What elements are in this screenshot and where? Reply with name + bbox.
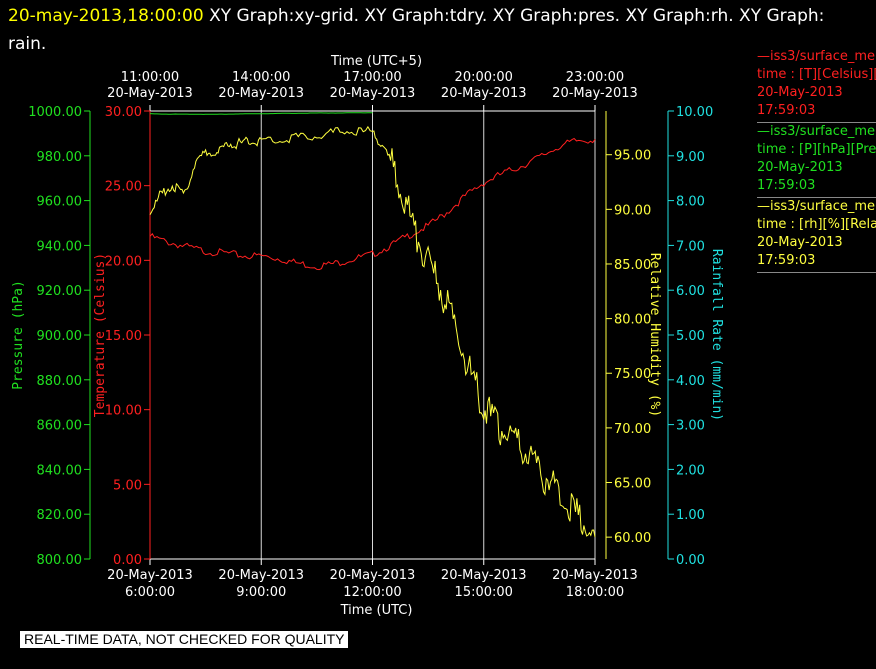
temperature-axis-title: Temperature (Celsius) xyxy=(93,253,108,417)
rain-tick-label: 9.00 xyxy=(676,150,705,165)
rh-tick-label: 85.00 xyxy=(614,258,651,273)
x-tick-label-time: 15:00:00 xyxy=(455,585,513,600)
rh-tick-label: 60.00 xyxy=(614,531,651,546)
temperature-tick-label: 30.00 xyxy=(105,105,142,120)
rh-tick-label: 95.00 xyxy=(614,149,651,164)
rain-tick-label: 6.00 xyxy=(676,284,705,299)
x-tick-label-date: 20-May-2013 xyxy=(441,568,527,583)
rh-axis-title: Relative Humidity (%) xyxy=(647,253,662,417)
x-top-tick-label-date: 20-May-2013 xyxy=(218,86,304,101)
legend-date: 20-May-2013 xyxy=(757,235,843,250)
rh-tick-label: 90.00 xyxy=(614,203,651,218)
graph-title: 20-may-2013,18:00:00 XY Graph:xy-grid. X… xyxy=(8,2,868,58)
x-top-tick-label-date: 20-May-2013 xyxy=(107,86,193,101)
legend: —iss3/surface_me time : [T][Celsius][T 2… xyxy=(757,48,876,273)
legend-time: 17:59:03 xyxy=(757,178,816,193)
temperature-tick-label: 25.00 xyxy=(105,180,142,195)
pressure-tick-label: 840.00 xyxy=(37,463,83,478)
pressure-tick-label: 860.00 xyxy=(37,419,83,434)
legend-date: 20-May-2013 xyxy=(757,85,843,100)
legend-entry-pressure: —iss3/surface_me time : [P][hPa][Pres 20… xyxy=(757,123,876,198)
legend-desc: time : [rh][%][Relati xyxy=(757,217,876,232)
series-line-rh xyxy=(149,125,596,538)
x-tick-label-time: 6:00:00 xyxy=(125,585,175,600)
pressure-tick-label: 920.00 xyxy=(37,284,83,299)
rain-axis-title: Rainfall Rate (mm/min) xyxy=(709,249,724,421)
temperature-tick-label: 20.00 xyxy=(105,254,142,269)
legend-series-name: —iss3/surface_me xyxy=(757,199,876,214)
pressure-tick-label: 820.00 xyxy=(37,508,83,523)
title-timestamp: 20-may-2013,18:00:00 xyxy=(8,6,204,26)
rain-tick-label: 4.00 xyxy=(676,374,705,389)
rain-tick-label: 10.00 xyxy=(676,105,713,120)
legend-series-name: —iss3/surface_me xyxy=(757,124,876,139)
x-top-tick-label-time: 23:00:00 xyxy=(566,70,624,85)
pressure-tick-label: 800.00 xyxy=(37,553,83,568)
rain-tick-label: 8.00 xyxy=(676,195,705,210)
x-tick-label-date: 20-May-2013 xyxy=(552,568,638,583)
rh-tick-label: 75.00 xyxy=(614,367,651,382)
x-top-tick-label-date: 20-May-2013 xyxy=(330,86,416,101)
x-tick-label-date: 20-May-2013 xyxy=(218,568,304,583)
x-tick-label-date: 20-May-2013 xyxy=(107,568,193,583)
legend-series-name: —iss3/surface_me xyxy=(757,49,876,64)
rh-tick-label: 70.00 xyxy=(614,422,651,437)
x-top-tick-label-time: 20:00:00 xyxy=(455,70,513,85)
x-top-tick-label-time: 11:00:00 xyxy=(121,70,179,85)
rain-tick-label: 7.00 xyxy=(676,239,705,254)
x-axis-title-bottom: Time (UTC) xyxy=(340,603,413,618)
legend-date: 20-May-2013 xyxy=(757,160,843,175)
pressure-tick-label: 900.00 xyxy=(37,329,83,344)
x-top-tick-label-time: 17:00:00 xyxy=(343,70,401,85)
x-tick-label-time: 12:00:00 xyxy=(343,585,401,600)
legend-entry-rh: —iss3/surface_me time : [rh][%][Relati 2… xyxy=(757,198,876,273)
pressure-axis-title: Pressure (hPa) xyxy=(11,280,26,390)
pressure-tick-label: 940.00 xyxy=(37,239,83,254)
rh-tick-label: 80.00 xyxy=(614,313,651,328)
x-top-tick-label-time: 14:00:00 xyxy=(232,70,290,85)
legend-time: 17:59:03 xyxy=(757,253,816,268)
x-top-tick-label-date: 20-May-2013 xyxy=(552,86,638,101)
series-line-pressure xyxy=(149,112,373,115)
x-tick-label-time: 9:00:00 xyxy=(236,585,286,600)
pressure-tick-label: 1000.00 xyxy=(28,105,82,120)
title-graph-list: XY Graph:xy-grid. XY Graph:tdry. XY Grap… xyxy=(8,6,825,54)
pressure-tick-label: 880.00 xyxy=(37,374,83,389)
quality-warning: REAL-TIME DATA, NOT CHECKED FOR QUALITY xyxy=(20,631,349,648)
temperature-tick-label: 10.00 xyxy=(105,404,142,419)
legend-time: 17:59:03 xyxy=(757,103,816,118)
rain-tick-label: 3.00 xyxy=(676,419,705,434)
x-tick-label-date: 20-May-2013 xyxy=(330,568,416,583)
rain-tick-label: 1.00 xyxy=(676,508,705,523)
temperature-tick-label: 15.00 xyxy=(105,329,142,344)
pressure-tick-label: 980.00 xyxy=(37,150,83,165)
x-top-tick-label-date: 20-May-2013 xyxy=(441,86,527,101)
legend-entry-temperature: —iss3/surface_me time : [T][Celsius][T 2… xyxy=(757,48,876,123)
rain-tick-label: 2.00 xyxy=(676,463,705,478)
temperature-tick-label: 5.00 xyxy=(113,478,142,493)
legend-desc: time : [T][Celsius][T xyxy=(757,67,876,82)
rh-tick-label: 65.00 xyxy=(614,477,651,492)
temperature-tick-label: 0.00 xyxy=(113,553,142,568)
rain-tick-label: 5.00 xyxy=(676,329,705,344)
x-axis-title-top: Time (UTC+5) xyxy=(330,54,422,69)
x-tick-label-time: 18:00:00 xyxy=(566,585,624,600)
pressure-tick-label: 960.00 xyxy=(37,195,83,210)
rain-tick-label: 0.00 xyxy=(676,553,705,568)
series-line-temperature xyxy=(149,137,596,271)
legend-desc: time : [P][hPa][Pres xyxy=(757,142,876,157)
